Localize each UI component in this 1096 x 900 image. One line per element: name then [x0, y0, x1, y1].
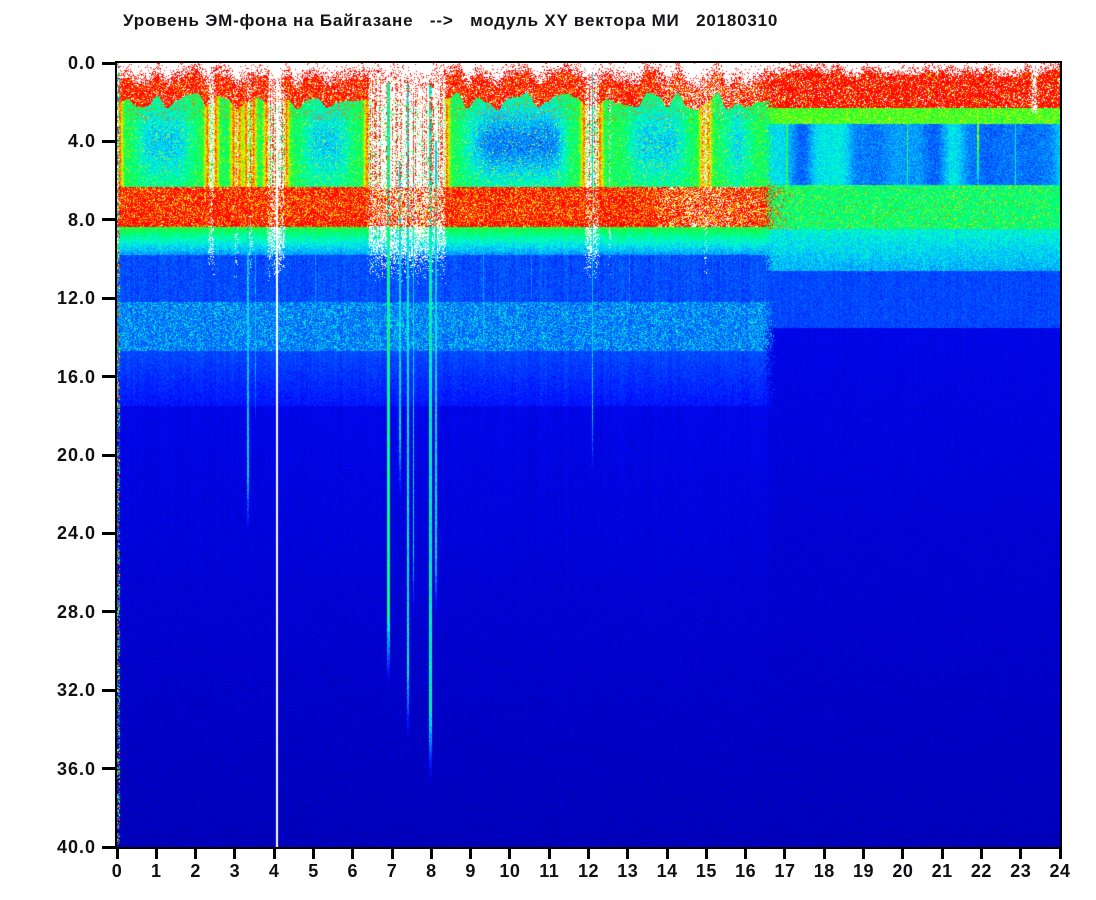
x-tick [822, 849, 826, 859]
chart-title: Уровень ЭМ-фона на Байгазане --> модуль … [123, 11, 779, 30]
y-tick-label: 0.0 [67, 53, 96, 73]
x-tick-label: 2 [190, 861, 201, 881]
x-tick [862, 849, 866, 859]
x-tick [429, 849, 433, 859]
x-tick [744, 849, 748, 859]
x-tick-label: 9 [465, 861, 476, 881]
y-tick [102, 375, 115, 379]
y-tick-label: 28.0 [56, 601, 96, 622]
x-tick [901, 849, 905, 859]
x-tick-label: 15 [695, 861, 717, 881]
y-tick [102, 296, 115, 300]
x-tick [665, 849, 669, 859]
x-tick [194, 849, 198, 859]
y-tick [102, 688, 115, 692]
x-tick [1058, 849, 1062, 859]
x-tick-label: 19 [853, 861, 875, 881]
x-tick [979, 849, 983, 859]
x-tick [115, 849, 119, 859]
x-tick-label: 3 [229, 861, 241, 881]
x-tick-label: 0 [111, 861, 123, 881]
x-tick-label: 13 [617, 861, 639, 881]
x-tick [626, 849, 630, 859]
y-tick [102, 218, 115, 222]
y-tick-label: 16.0 [56, 366, 96, 387]
x-tick [1019, 849, 1023, 859]
x-tick-label: 6 [347, 861, 358, 881]
x-tick-label: 12 [577, 861, 600, 881]
x-tick [508, 849, 512, 859]
x-tick-label: 4 [268, 861, 280, 881]
x-tick [390, 849, 394, 859]
x-tick [783, 849, 787, 859]
x-tick-label: 22 [970, 861, 992, 881]
x-tick-label: 23 [1010, 861, 1032, 881]
y-tick-label: 4.0 [67, 131, 96, 152]
plot-area [115, 61, 1062, 849]
x-tick-label: 10 [499, 861, 521, 881]
y-tick [102, 61, 115, 65]
x-tick [587, 849, 590, 859]
x-tick [704, 849, 708, 859]
y-tick [102, 139, 115, 143]
x-tick-label: 20 [892, 861, 914, 881]
x-tick [311, 849, 315, 859]
y-tick [102, 767, 115, 771]
x-tick-label: 16 [735, 861, 757, 881]
x-tick [940, 849, 944, 859]
x-tick-label: 17 [774, 861, 796, 881]
x-tick-label: 11 [539, 861, 560, 881]
x-tick [351, 849, 355, 859]
y-tick [102, 610, 115, 614]
x-tick [233, 849, 237, 859]
y-tick-label: 20.0 [56, 445, 96, 465]
x-tick [469, 849, 473, 859]
x-tick-label: 5 [308, 861, 319, 881]
spectrogram-canvas [117, 63, 1060, 847]
x-tick-label: 14 [656, 861, 678, 881]
x-tick [272, 849, 276, 859]
y-tick-label: 24.0 [56, 523, 96, 544]
x-tick-label: 18 [813, 861, 835, 881]
y-tick-label: 32.0 [56, 680, 96, 701]
x-tick-label: 1 [151, 861, 162, 881]
y-tick-label: 12.0 [56, 288, 96, 309]
x-tick-label: 8 [426, 861, 437, 881]
x-tick-label: 24 [1049, 861, 1071, 881]
y-tick-label: 8.0 [67, 209, 96, 230]
y-tick [102, 531, 115, 535]
x-tick-label: 21 [931, 861, 953, 881]
y-tick-label: 40.0 [56, 837, 96, 857]
y-tick [102, 845, 115, 849]
y-tick-label: 36.0 [56, 758, 96, 779]
x-tick [547, 849, 551, 859]
y-tick [102, 453, 115, 457]
x-tick-label: 7 [386, 861, 398, 881]
x-tick [154, 849, 158, 859]
